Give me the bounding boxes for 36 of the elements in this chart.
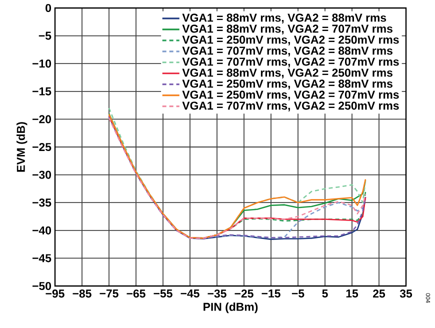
legend-label: VGA1 = 88mV rms, VGA2 = 707mV rms (182, 24, 392, 34)
y-tick-label: −35 (32, 198, 52, 207)
x-tick-label: −5 (292, 290, 304, 298)
x-tick-label: 5 (322, 290, 328, 298)
x-tick-label: −95 (46, 290, 64, 298)
y-axis-title: EVM (dB) (16, 122, 28, 172)
y-tick-label: 0 (46, 4, 52, 12)
y-tick-label: −20 (32, 115, 52, 124)
legend-label: VGA1 = 250mV rms, VGA2 = 88mV rms (182, 80, 392, 90)
x-tick-label: −45 (180, 290, 200, 298)
legend-label: VGA1 = 88mV rms, VGA2 = 88mV rms (182, 14, 386, 24)
x-tick-label: −15 (262, 290, 280, 298)
x-tick-label: 35 (400, 290, 412, 298)
legend-label: VGA1 = 707mV rms, VGA2 = 88mV rms (182, 46, 392, 56)
x-tick-label: −85 (72, 290, 92, 298)
legend-label: VGA1 = 707mV rms, VGA2 = 250mV rms (182, 102, 399, 112)
y-tick-label: −50 (32, 282, 52, 290)
y-tick-label: −15 (32, 87, 52, 96)
x-tick-label: −55 (154, 290, 172, 298)
y-tick-label: −40 (32, 226, 52, 234)
y-tick-label: −25 (32, 142, 52, 152)
x-tick-label: 15 (346, 290, 358, 298)
legend-label: VGA1 = 707mV rms, VGA2 = 707mV rms (182, 58, 399, 68)
x-tick-label: −65 (126, 290, 146, 298)
y-tick-label: −10 (32, 60, 52, 68)
x-tick-label: −35 (208, 290, 226, 298)
x-tick-label: −75 (100, 290, 118, 298)
legend-label: VGA1 = 88mV rms, VGA2 = 250mV rms (182, 68, 392, 78)
x-tick-label: 25 (373, 290, 386, 298)
x-tick-label: −25 (234, 290, 254, 298)
legend-label: VGA1 = 250mV rms, VGA2 = 707mV rms (182, 90, 399, 100)
x-axis-title: PIN (dBm) (204, 302, 258, 314)
y-tick-label: −45 (32, 254, 52, 262)
y-tick-label: −30 (32, 170, 52, 179)
y-tick-label: −5 (38, 32, 52, 40)
legend-label: VGA1 = 250mV rms, VGA2 = 250mV rms (182, 36, 399, 46)
